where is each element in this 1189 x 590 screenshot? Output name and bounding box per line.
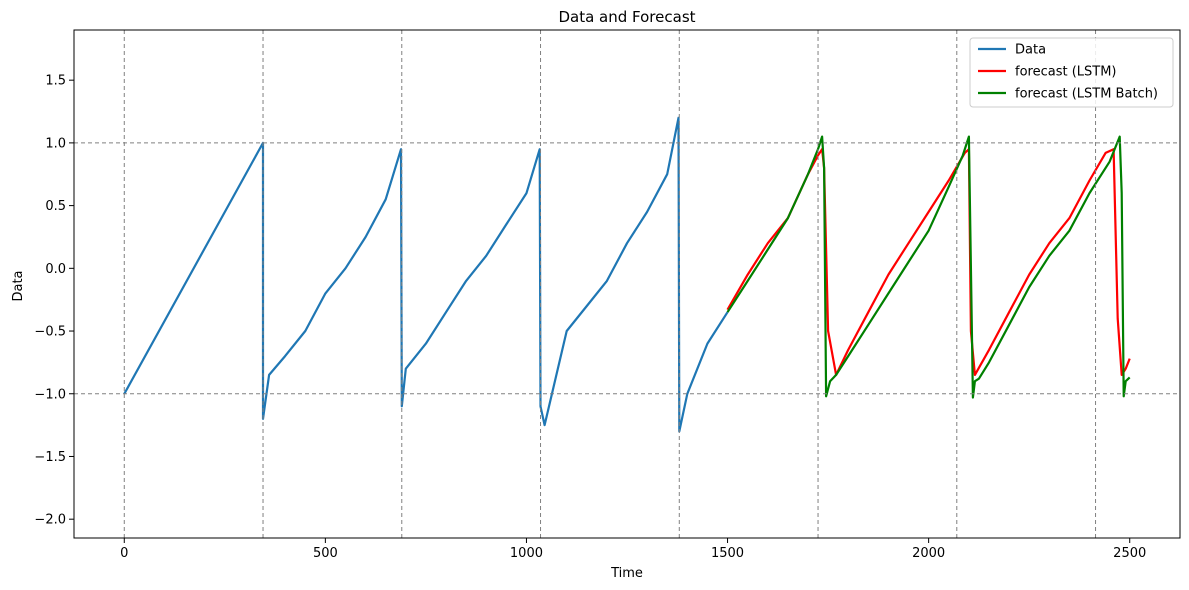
plot-inner: [74, 30, 1180, 538]
x-tick-label: 2000: [912, 546, 945, 561]
y-tick-label: −1.5: [34, 450, 66, 465]
y-tick-label: 0.0: [45, 262, 66, 277]
y-tick-label: 1.5: [45, 74, 66, 89]
y-tick-label: −2.0: [34, 513, 66, 528]
legend-label-1: forecast (LSTM): [1015, 65, 1117, 80]
plot-frame: [73, 29, 1181, 539]
series-line-0: [123, 116, 729, 433]
y-tick-label: 0.5: [45, 199, 66, 214]
x-axis: 0 500 1000 1500 2000 2500: [120, 538, 1146, 561]
x-tick-label: 2500: [1113, 546, 1146, 561]
y-axis-label: Data: [11, 270, 26, 301]
x-tick-label: 0: [120, 546, 128, 561]
y-axis: −2.0 −1.5 −1.0 −0.5 0.0 0.5 1.0 1.5: [34, 74, 74, 528]
y-tick-label: 1.0: [45, 136, 66, 151]
y-tick-label: −0.5: [34, 325, 66, 340]
x-tick-label: 500: [313, 546, 338, 561]
chart-title: Data and Forecast: [558, 8, 695, 26]
legend: Data forecast (LSTM) forecast (LSTM Batch): [969, 37, 1174, 108]
x-axis-label: Time: [610, 566, 643, 581]
x-tick-label: 1500: [711, 546, 744, 561]
series-line-2: [726, 135, 1131, 399]
legend-label-2: forecast (LSTM Batch): [1015, 87, 1158, 102]
y-tick-label: −1.0: [34, 387, 66, 402]
x-tick-label: 1000: [510, 546, 543, 561]
legend-label-0: Data: [1015, 43, 1046, 58]
plot-layer: [74, 30, 1180, 538]
legend-box: [969, 37, 1174, 108]
